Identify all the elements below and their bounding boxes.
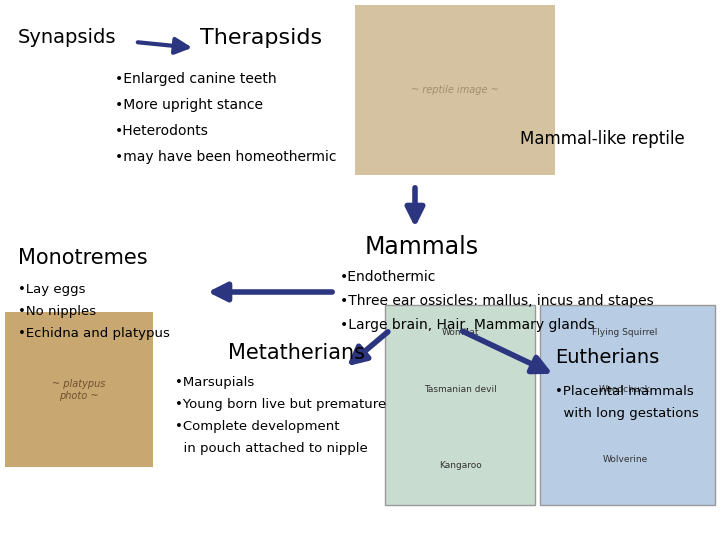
Text: Monotremes: Monotremes	[18, 248, 148, 268]
Text: Eutherians: Eutherians	[555, 348, 660, 367]
Text: •Young born live but premature: •Young born live but premature	[175, 398, 386, 411]
Text: Kangaroo: Kangaroo	[438, 461, 482, 469]
Text: •Endothermic: •Endothermic	[340, 270, 436, 284]
Text: •No nipples: •No nipples	[18, 305, 96, 318]
FancyBboxPatch shape	[385, 305, 535, 505]
Text: •Heterodonts: •Heterodonts	[115, 124, 209, 138]
FancyBboxPatch shape	[540, 305, 715, 505]
Text: Therapsids: Therapsids	[200, 28, 322, 48]
Text: Mammals: Mammals	[365, 235, 479, 259]
Text: Woodchuck: Woodchuck	[599, 386, 651, 395]
Text: Wolverine: Wolverine	[603, 456, 647, 464]
Text: in pouch attached to nipple: in pouch attached to nipple	[175, 442, 368, 455]
Text: •Placental mammals: •Placental mammals	[555, 385, 694, 398]
Text: Metatherians: Metatherians	[228, 343, 365, 363]
FancyBboxPatch shape	[355, 5, 555, 175]
Text: •may have been homeothermic: •may have been homeothermic	[115, 150, 336, 164]
Text: •Three ear ossicles: mallus, incus and stapes: •Three ear ossicles: mallus, incus and s…	[340, 294, 654, 308]
Text: •Lay eggs: •Lay eggs	[18, 283, 86, 296]
Text: •Marsupials: •Marsupials	[175, 376, 254, 389]
Text: ~ reptile image ~: ~ reptile image ~	[411, 85, 499, 95]
Text: Synapsids: Synapsids	[18, 28, 117, 47]
Text: Wombat: Wombat	[441, 328, 479, 337]
FancyBboxPatch shape	[5, 312, 153, 467]
Text: Flying Squirrel: Flying Squirrel	[593, 328, 657, 337]
Text: Mammal-like reptile: Mammal-like reptile	[520, 130, 685, 148]
Text: •Large brain, Hair, Mammary glands: •Large brain, Hair, Mammary glands	[340, 318, 595, 332]
Text: •Echidna and platypus: •Echidna and platypus	[18, 327, 170, 340]
Text: ~ platypus
photo ~: ~ platypus photo ~	[53, 379, 106, 401]
Text: with long gestations: with long gestations	[555, 407, 698, 420]
Text: •Complete development: •Complete development	[175, 420, 340, 433]
Text: Tasmanian devil: Tasmanian devil	[423, 386, 496, 395]
Text: •More upright stance: •More upright stance	[115, 98, 263, 112]
Text: •Enlarged canine teeth: •Enlarged canine teeth	[115, 72, 276, 86]
